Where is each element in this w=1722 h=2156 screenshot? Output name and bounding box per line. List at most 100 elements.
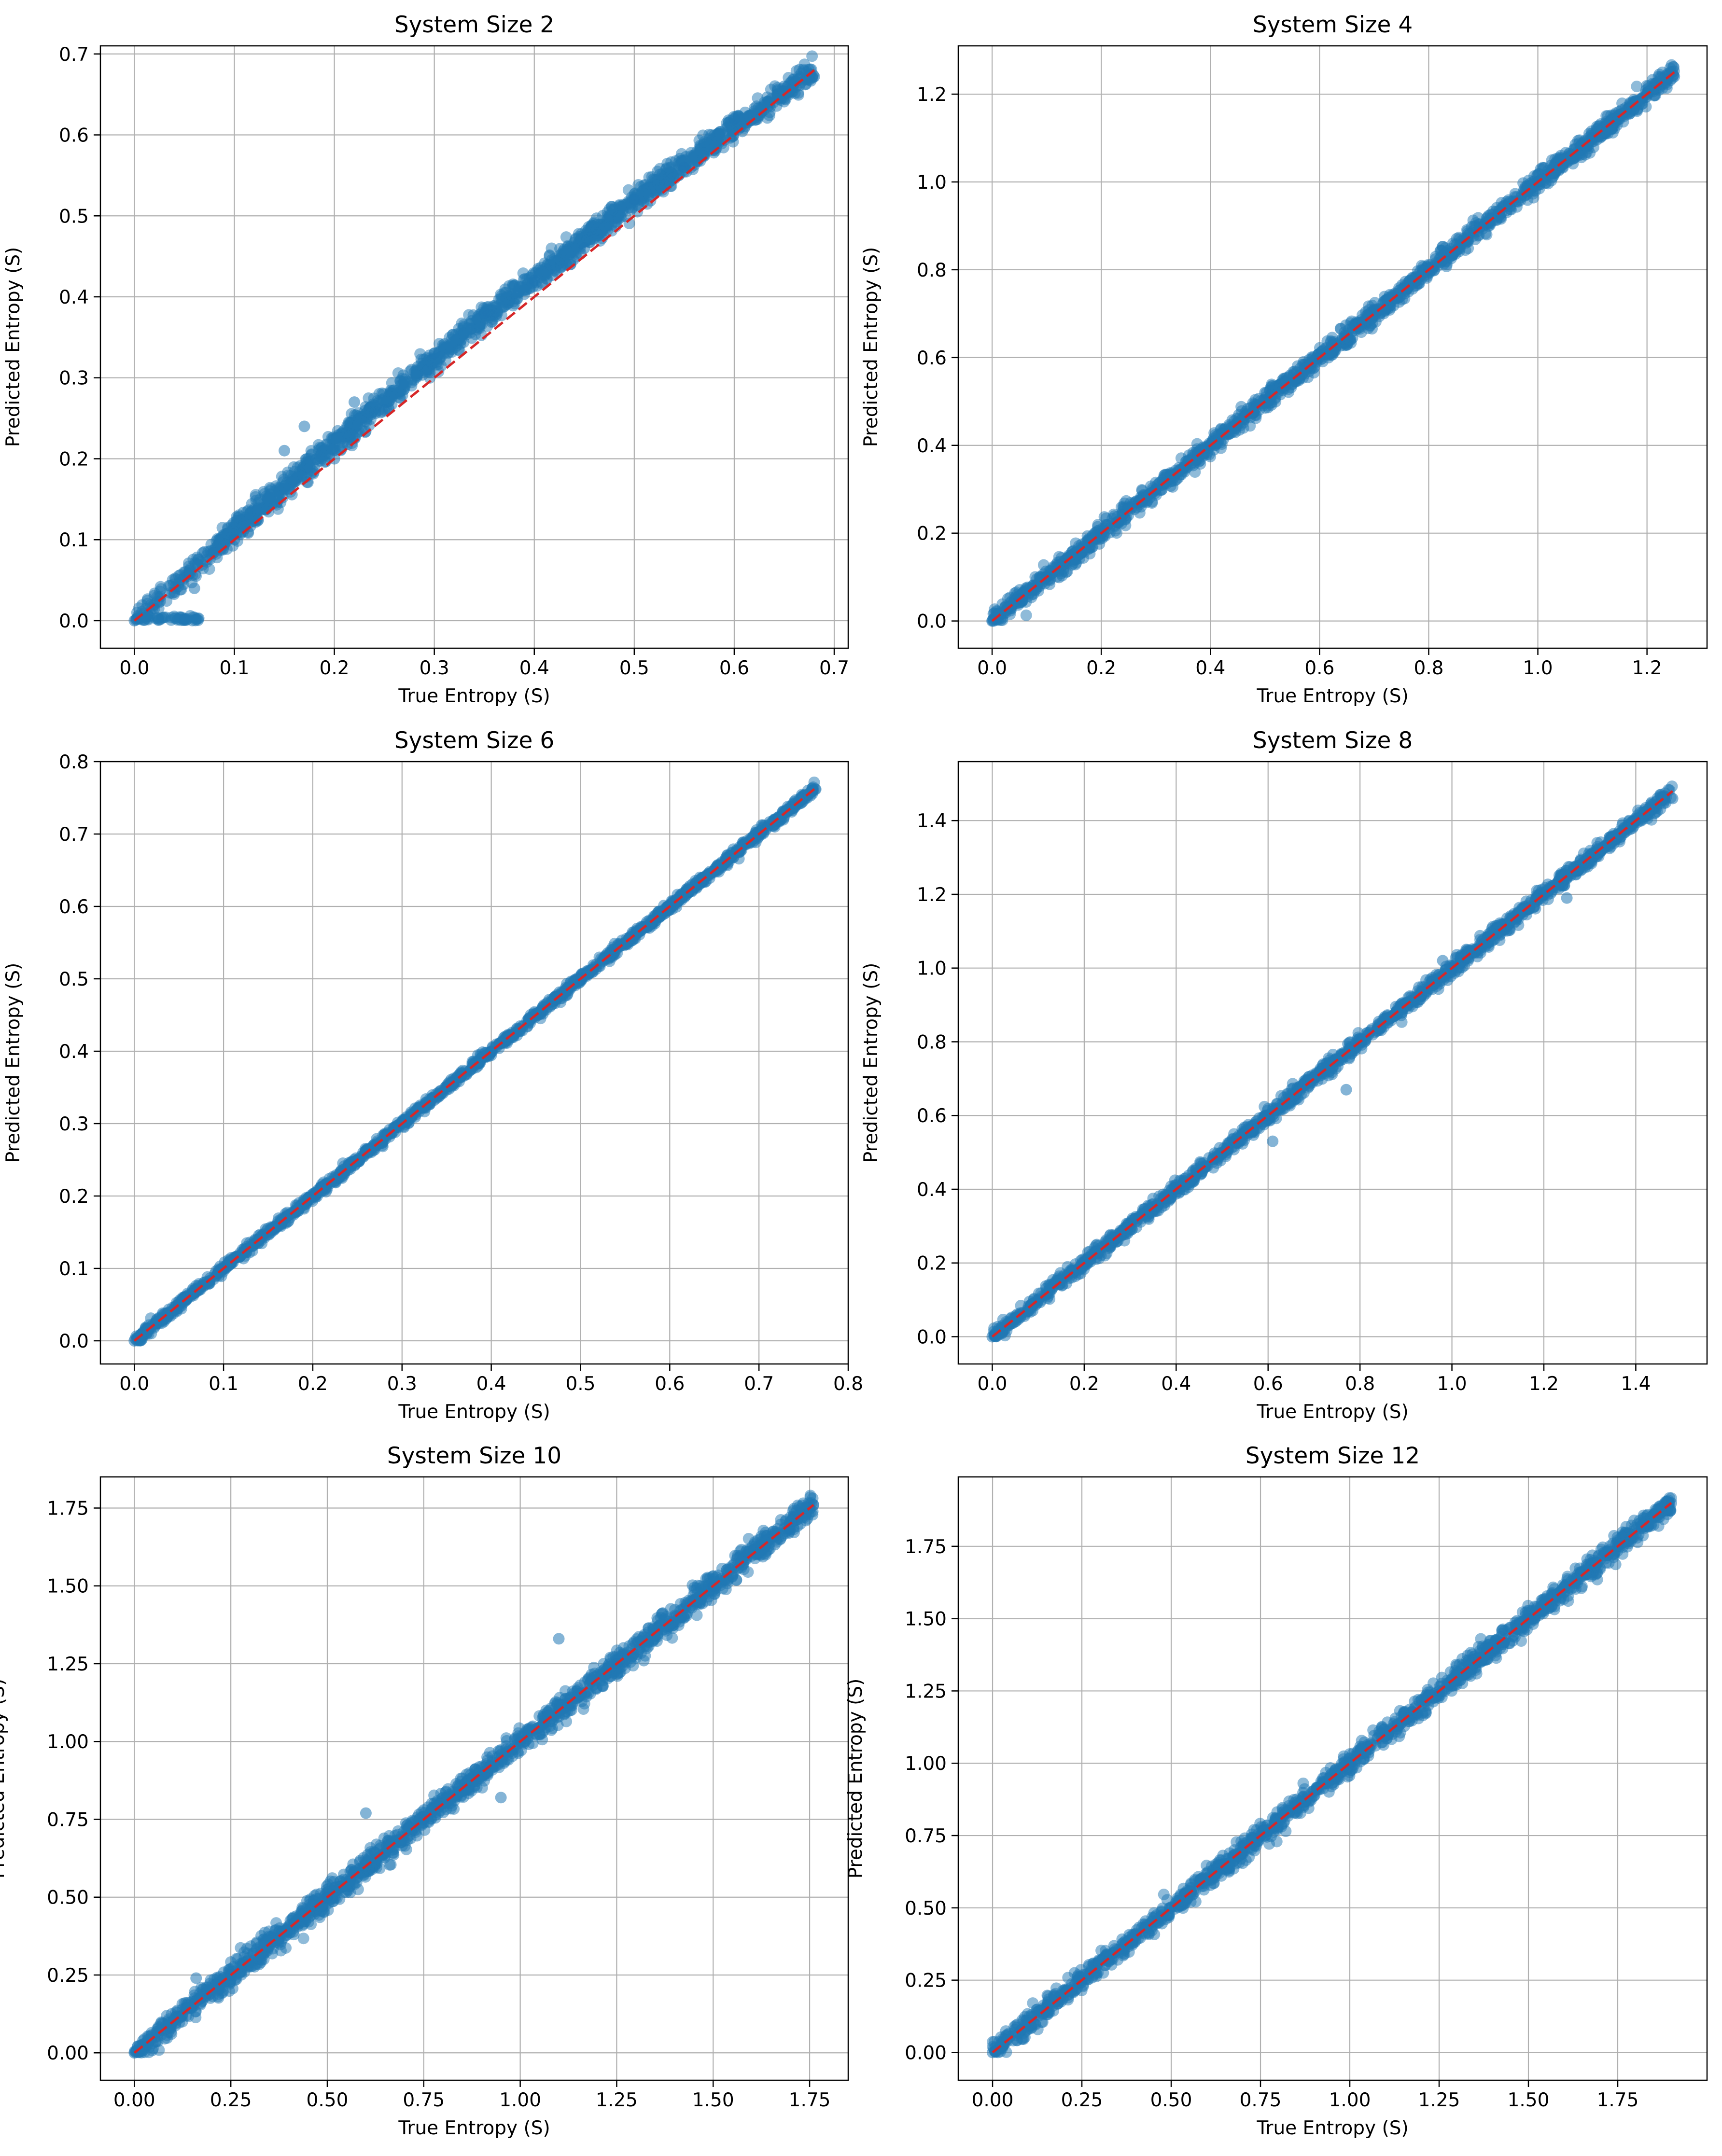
x-tick-label: 0.0 bbox=[119, 1373, 149, 1395]
y-tick-label: 1.2 bbox=[917, 84, 947, 106]
scatter-points bbox=[128, 50, 820, 626]
x-tick-label: 0.1 bbox=[209, 1373, 238, 1395]
data-point bbox=[713, 137, 725, 149]
data-point bbox=[297, 470, 309, 482]
data-point bbox=[252, 504, 264, 516]
x-axis-ticks: 0.0 0.1 0.2 0.3 0.4 0.5 0.6 0.7 bbox=[119, 648, 849, 679]
data-point bbox=[1144, 492, 1156, 504]
x-axis-label: True Entropy (S) bbox=[398, 1401, 550, 1423]
reference-line bbox=[991, 71, 1675, 622]
data-point bbox=[1020, 609, 1032, 621]
subplot-4: 0.0 0.2 0.4 0.6 0.8 1.0 1.2 1.40.00.20.40.60.81… bbox=[860, 727, 1708, 1423]
data-point bbox=[496, 301, 508, 313]
x-axis-label: True Entropy (S) bbox=[398, 685, 550, 707]
data-point bbox=[1611, 119, 1623, 131]
subplot-1: 0.0 0.1 0.2 0.3 0.4 0.5 0.6 0.70.00.10.20.30.40… bbox=[2, 12, 849, 707]
data-point bbox=[528, 275, 540, 287]
y-tick-label: 0.2 bbox=[59, 1186, 89, 1208]
data-point bbox=[272, 1212, 284, 1224]
data-point bbox=[663, 162, 675, 174]
y-tick-label: 0.0 bbox=[917, 611, 947, 633]
y-tick-label: 0.3 bbox=[59, 1113, 89, 1135]
axes-frame bbox=[99, 45, 849, 649]
data-point bbox=[1269, 381, 1281, 393]
x-tick-label: 0.2 bbox=[1086, 657, 1116, 679]
data-point bbox=[420, 366, 433, 378]
data-point bbox=[279, 480, 291, 492]
data-point bbox=[1330, 340, 1342, 352]
x-axis-label: True Entropy (S) bbox=[1256, 685, 1408, 707]
data-point bbox=[377, 1141, 389, 1153]
y-tick-label: 0.8 bbox=[917, 260, 947, 281]
data-point bbox=[348, 396, 360, 408]
y-tick-label: 0.3 bbox=[59, 368, 89, 389]
data-point bbox=[151, 1313, 163, 1325]
reference-line bbox=[133, 786, 818, 1342]
data-point bbox=[989, 603, 1001, 615]
x-tick-label: 0.4 bbox=[476, 1373, 506, 1395]
data-point bbox=[178, 613, 190, 625]
x-tick-label: 0.3 bbox=[387, 1373, 417, 1395]
data-point bbox=[408, 366, 420, 378]
data-point bbox=[444, 339, 456, 351]
data-point bbox=[395, 378, 407, 390]
data-point bbox=[690, 881, 702, 893]
data-point bbox=[499, 1037, 511, 1049]
chart-title: System Size 2 bbox=[394, 12, 555, 38]
data-point bbox=[1259, 387, 1271, 399]
data-point bbox=[783, 72, 795, 84]
data-point bbox=[605, 950, 617, 962]
data-point bbox=[315, 443, 327, 455]
data-point bbox=[1659, 70, 1671, 82]
data-point bbox=[287, 473, 299, 485]
x-tick-label: 1.2 bbox=[1632, 657, 1662, 679]
x-tick-label: 0.6 bbox=[655, 1373, 685, 1395]
chart-title: System Size 6 bbox=[394, 727, 555, 754]
x-tick-label: 0.8 bbox=[1414, 657, 1443, 679]
x-tick-label: 0.7 bbox=[744, 1373, 774, 1395]
y-axis-ticks: 0.00.10.20.30.40.50.60.70.8 bbox=[59, 751, 100, 1352]
subplot-3: 0.0 0.1 0.2 0.3 0.4 0.5 0.6 0.7 0.80.00.10.20.30… bbox=[2, 727, 863, 1423]
data-point bbox=[752, 92, 764, 104]
reference-line bbox=[133, 69, 815, 622]
data-point bbox=[534, 1013, 546, 1025]
data-point bbox=[298, 420, 310, 432]
data-point bbox=[1667, 61, 1679, 73]
data-point bbox=[549, 264, 561, 277]
x-tick-label: 0.6 bbox=[1304, 657, 1334, 679]
y-tick-label: 0.0 bbox=[59, 1331, 89, 1352]
y-tick-label: 0.6 bbox=[59, 125, 89, 147]
data-point bbox=[392, 367, 404, 379]
y-tick-label: 0.0 bbox=[59, 611, 89, 632]
data-point bbox=[628, 194, 640, 206]
data-point bbox=[806, 50, 818, 62]
y-tick-label: 0.5 bbox=[59, 206, 89, 227]
data-point bbox=[593, 960, 605, 972]
data-point bbox=[1366, 323, 1378, 335]
x-tick-label: 0.1 bbox=[219, 657, 249, 679]
data-point bbox=[378, 404, 391, 416]
data-point bbox=[1535, 163, 1547, 175]
data-point bbox=[714, 126, 726, 138]
grid-lines bbox=[100, 46, 848, 648]
data-point bbox=[315, 1181, 327, 1193]
data-point bbox=[190, 570, 202, 582]
data-point bbox=[593, 223, 605, 235]
data-point bbox=[564, 248, 576, 260]
data-point bbox=[212, 538, 224, 550]
data-point bbox=[328, 443, 340, 455]
data-point bbox=[578, 242, 590, 254]
data-point bbox=[264, 498, 276, 510]
y-axis-ticks: 0.00.10.20.30.40.50.60.7 bbox=[59, 44, 100, 632]
data-point bbox=[1495, 211, 1507, 223]
x-tick-label: 0.2 bbox=[298, 1373, 328, 1395]
data-point bbox=[136, 599, 148, 611]
data-point bbox=[198, 546, 210, 558]
data-point bbox=[642, 182, 654, 195]
y-tick-label: 0.4 bbox=[59, 287, 89, 308]
data-point bbox=[250, 494, 262, 506]
data-point bbox=[1279, 376, 1291, 388]
data-point bbox=[1022, 581, 1034, 593]
axes-frame bbox=[99, 761, 849, 1365]
y-tick-label: 0.5 bbox=[59, 969, 89, 990]
